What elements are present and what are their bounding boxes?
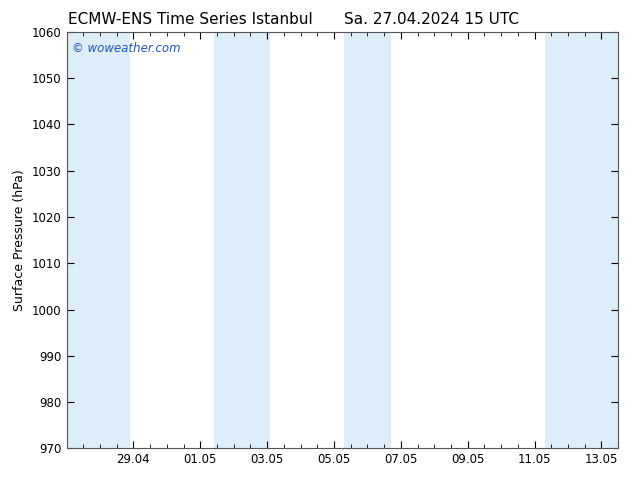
- Y-axis label: Surface Pressure (hPa): Surface Pressure (hPa): [13, 169, 27, 311]
- Text: Sa. 27.04.2024 15 UTC: Sa. 27.04.2024 15 UTC: [344, 12, 519, 27]
- Text: © woweather.com: © woweather.com: [72, 42, 181, 55]
- Bar: [214, 32, 271, 448]
- Bar: [545, 32, 618, 448]
- Text: ECMW-ENS Time Series Istanbul: ECMW-ENS Time Series Istanbul: [68, 12, 313, 27]
- Bar: [67, 32, 130, 448]
- Bar: [344, 32, 391, 448]
